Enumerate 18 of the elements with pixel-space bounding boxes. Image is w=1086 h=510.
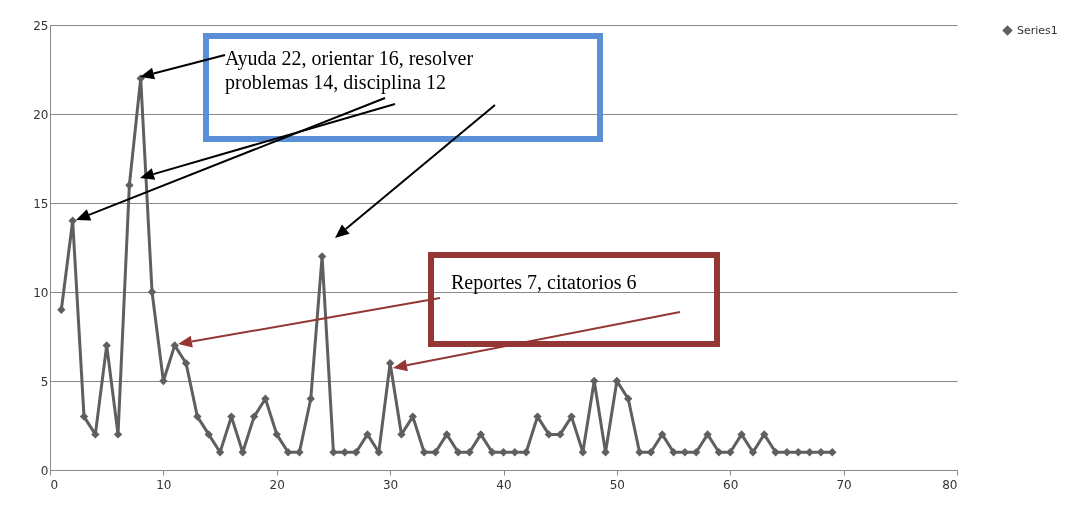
x-tick-label: 50	[609, 477, 626, 492]
x-tick-label: 80	[942, 477, 958, 492]
y-tick-label: 10	[33, 285, 49, 300]
y-tick-label: 15	[33, 196, 49, 211]
annotation: Ayuda 22, orientar 16, resolver problemas 14, disciplina 12	[225, 46, 475, 94]
legend-label: Series1	[1017, 23, 1058, 37]
x-tick-label: 0	[50, 477, 59, 492]
x-tick-label: 40	[496, 477, 512, 492]
y-tick-label: 5	[40, 374, 49, 389]
x-tick-label: 60	[723, 477, 739, 492]
x-tick-label: 20	[269, 477, 285, 492]
x-tick-label: 30	[382, 477, 399, 492]
y-tick-label: 20	[33, 107, 49, 122]
annotation: Reportes 7, citatorios 6	[451, 270, 638, 294]
y-tick-label: 25	[33, 18, 49, 33]
x-tick-label: 70	[836, 477, 852, 492]
y-tick-label: 0	[40, 463, 49, 478]
x-tick-label: 10	[156, 477, 172, 492]
